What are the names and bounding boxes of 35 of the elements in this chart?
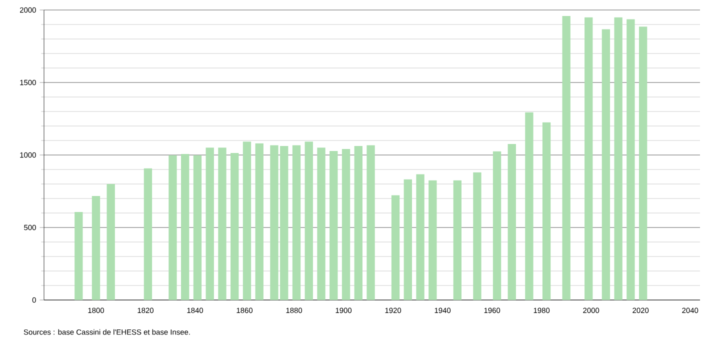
bar bbox=[292, 145, 301, 300]
bar bbox=[453, 180, 462, 300]
bar bbox=[168, 155, 177, 300]
bar bbox=[626, 19, 635, 300]
bar bbox=[181, 154, 190, 300]
bar bbox=[330, 150, 338, 300]
bar bbox=[342, 149, 350, 300]
bar bbox=[525, 112, 534, 300]
bar bbox=[74, 212, 83, 300]
bar bbox=[106, 184, 115, 300]
bar bbox=[542, 122, 551, 300]
bar bbox=[230, 152, 239, 300]
bar bbox=[391, 195, 400, 300]
bar bbox=[473, 172, 482, 300]
bar bbox=[614, 17, 622, 300]
bar bbox=[492, 151, 502, 300]
bar bbox=[92, 196, 100, 300]
bar bbox=[242, 142, 252, 300]
bar bbox=[404, 179, 412, 300]
bar bbox=[304, 142, 313, 300]
bar bbox=[602, 29, 610, 300]
bar bbox=[584, 17, 593, 300]
bar bbox=[317, 148, 326, 300]
bar bbox=[354, 146, 362, 300]
bar bbox=[508, 144, 516, 300]
bar bbox=[206, 148, 214, 300]
bar bbox=[562, 16, 570, 300]
bar bbox=[144, 168, 152, 300]
bar bbox=[193, 155, 202, 300]
bar bbox=[638, 26, 648, 300]
bar bbox=[416, 174, 424, 300]
bar bbox=[366, 145, 375, 300]
bar bbox=[428, 180, 437, 300]
bar bbox=[255, 143, 264, 300]
bar bbox=[218, 148, 226, 300]
